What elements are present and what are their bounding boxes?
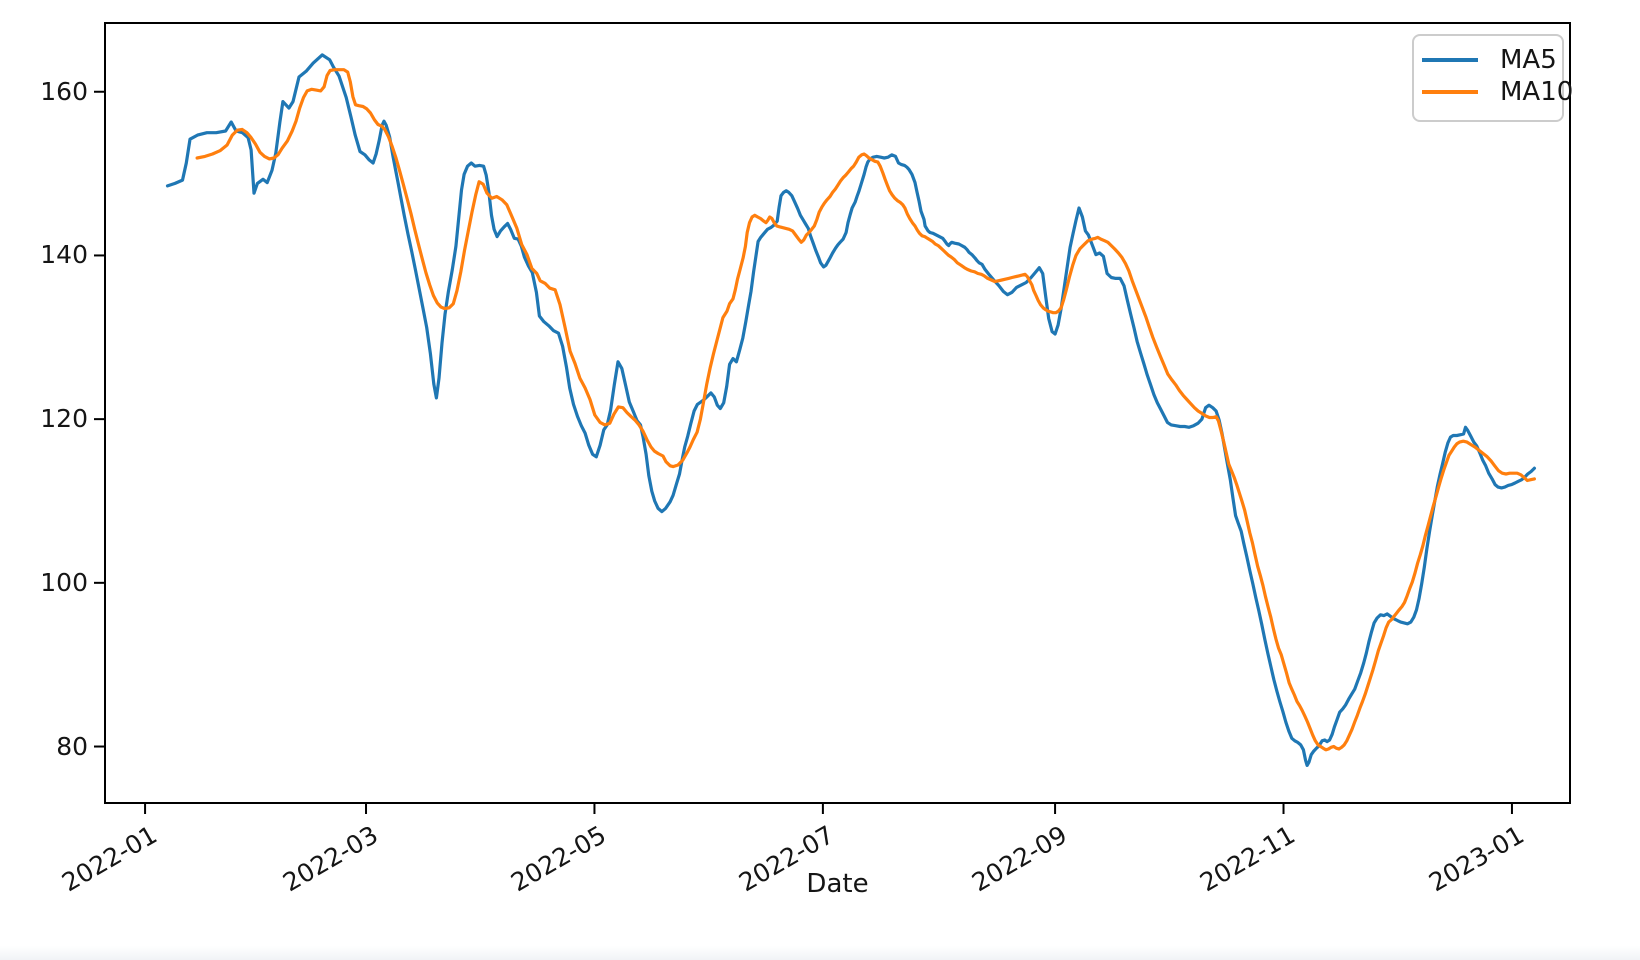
legend-label-ma5: MA5 <box>1500 45 1557 75</box>
legend-entry-ma5: MA5 <box>1422 45 1557 75</box>
legend: MA5 MA10 <box>1412 34 1573 122</box>
y-tick-label: 160 <box>40 76 88 106</box>
y-tick-label: 140 <box>40 240 88 270</box>
ma10-line <box>195 68 1537 752</box>
legend-line-sample-ma5 <box>1422 58 1478 62</box>
page-bottom-strip <box>0 946 1640 960</box>
ma5-line <box>165 53 1537 768</box>
legend-label-ma10: MA10 <box>1500 77 1574 107</box>
y-tick-label: 80 <box>56 731 88 761</box>
x-axis-title: Date <box>806 869 869 899</box>
legend-entry-ma10: MA10 <box>1422 77 1573 107</box>
plot-frame <box>104 22 1571 804</box>
y-tick-label: 120 <box>40 404 88 434</box>
y-tick-label: 100 <box>40 567 88 597</box>
legend-line-sample-ma10 <box>1422 90 1478 94</box>
